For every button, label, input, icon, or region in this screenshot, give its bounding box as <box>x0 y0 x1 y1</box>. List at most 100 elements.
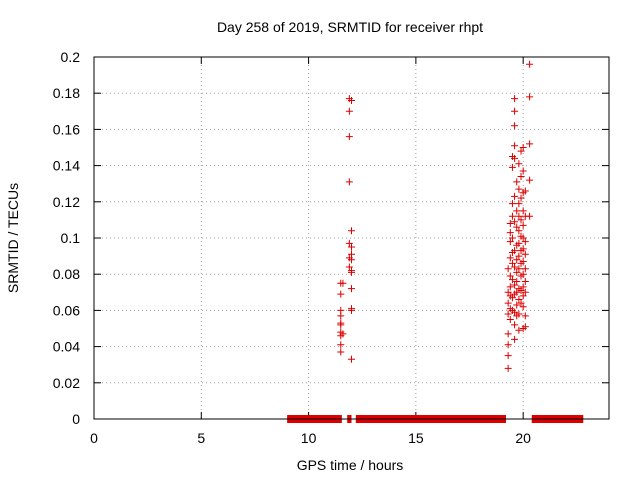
data-point <box>515 265 523 273</box>
data-point <box>504 288 512 296</box>
data-point <box>508 276 516 284</box>
x-tick-label: 20 <box>515 430 531 446</box>
data-point <box>519 270 527 278</box>
data-point <box>504 364 512 372</box>
data-point <box>508 294 516 302</box>
y-tick-label: 0.02 <box>53 375 80 391</box>
data-point <box>504 265 512 273</box>
data-point <box>519 207 527 215</box>
data-point <box>515 185 523 193</box>
data-point <box>348 227 355 235</box>
data-point <box>515 310 523 318</box>
x-tick-label: 0 <box>90 430 98 446</box>
data-point <box>515 212 523 220</box>
data-point <box>526 176 534 184</box>
data-point <box>515 160 523 168</box>
data-point <box>508 259 516 267</box>
data-point <box>348 96 355 104</box>
x-tick-label: 5 <box>197 430 205 446</box>
x-tick-label: 15 <box>408 430 424 446</box>
data-point <box>348 243 355 251</box>
data-point <box>508 200 516 208</box>
data-point <box>513 301 521 309</box>
plot-area-border <box>93 56 610 420</box>
data-point <box>345 263 353 271</box>
data-point <box>339 330 347 338</box>
data-point <box>511 122 519 130</box>
data-point <box>526 212 534 220</box>
data-point <box>511 218 519 226</box>
y-tick-label: 0.06 <box>53 302 80 318</box>
data-point <box>517 216 525 224</box>
data-point <box>519 283 527 291</box>
data-point <box>504 299 512 307</box>
y-tick-label: 0.12 <box>53 194 80 210</box>
data-point <box>521 323 529 331</box>
data-point <box>504 352 512 360</box>
data-point <box>526 140 534 148</box>
data-point <box>508 212 516 220</box>
data-point <box>515 326 523 334</box>
data-point <box>517 194 525 202</box>
data-point <box>345 107 353 115</box>
data-point <box>517 299 525 307</box>
data-point <box>348 256 355 264</box>
data-point <box>506 229 514 237</box>
data-point <box>504 341 512 349</box>
data-point <box>345 178 353 186</box>
data-point <box>519 258 527 266</box>
x-axis-label: GPS time / hours <box>297 457 404 473</box>
y-tick-label: 0.18 <box>53 85 80 101</box>
data-point <box>348 306 355 314</box>
data-point <box>515 296 523 304</box>
data-point <box>345 239 353 247</box>
data-point <box>513 268 521 276</box>
data-point <box>521 288 529 296</box>
data-point <box>513 288 521 296</box>
data-point <box>519 292 527 300</box>
data-point <box>348 285 355 293</box>
data-point <box>337 312 345 320</box>
data-point <box>348 355 355 363</box>
y-tick-label: 0.2 <box>61 49 81 65</box>
data-point <box>521 238 529 246</box>
data-points <box>287 60 584 423</box>
data-point <box>519 245 527 253</box>
data-point <box>345 133 353 141</box>
data-point <box>513 256 521 264</box>
data-point <box>511 321 519 329</box>
tick-labels: 0 0.02 0.04 0.06 0.08 0.1 0.12 0.14 0.16 0.18 0.2 0… <box>53 49 531 446</box>
data-point <box>337 341 345 349</box>
y-tick-label: 0.04 <box>53 339 80 355</box>
data-point <box>337 321 345 329</box>
data-point <box>504 330 512 338</box>
data-point <box>526 93 534 101</box>
chart-title: Day 258 of 2019, SRMTID for receiver rhp… <box>217 19 483 35</box>
x-tick-label: 10 <box>301 430 317 446</box>
y-axis-label: SRMTID / TECUs <box>5 183 21 293</box>
data-point <box>506 238 514 246</box>
data-point <box>511 95 519 103</box>
data-point <box>513 207 521 215</box>
data-point <box>513 178 521 186</box>
data-point <box>504 310 512 318</box>
data-point <box>506 220 514 228</box>
y-tick-label: 0.16 <box>53 121 80 137</box>
data-point <box>511 263 519 271</box>
data-point <box>511 281 519 289</box>
data-point <box>511 142 519 150</box>
data-point <box>521 250 529 258</box>
data-point <box>517 172 525 180</box>
data-point <box>511 335 519 343</box>
data-point <box>519 167 527 175</box>
y-tick-label: 0 <box>72 411 80 427</box>
data-point <box>521 187 529 195</box>
data-point <box>513 277 521 285</box>
data-point <box>521 312 529 320</box>
data-point <box>517 147 525 155</box>
y-tick-label: 0.08 <box>53 266 80 282</box>
data-point <box>337 290 345 298</box>
data-point <box>506 283 514 291</box>
data-point <box>517 286 525 294</box>
